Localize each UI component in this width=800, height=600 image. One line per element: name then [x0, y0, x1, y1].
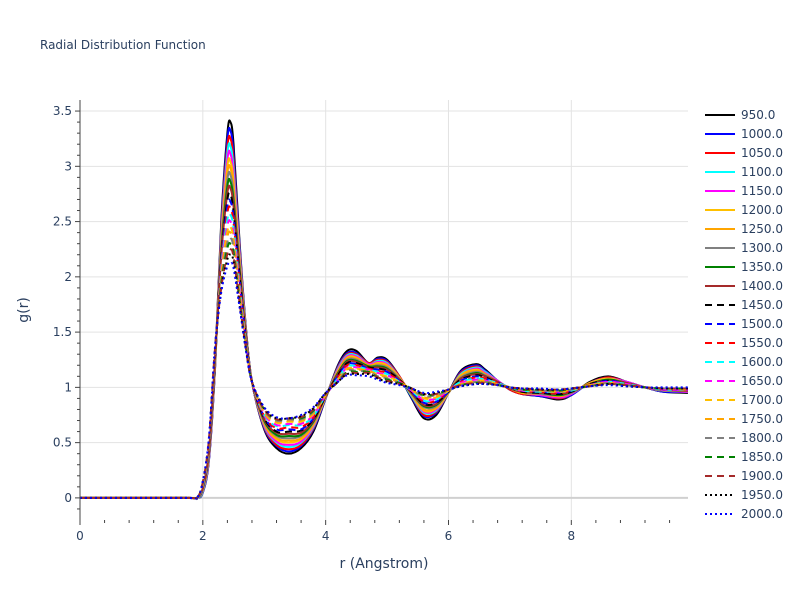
- legend-label: 1000.0: [741, 127, 783, 141]
- series-line-1050.0: [80, 134, 688, 500]
- legend-item-1200.0[interactable]: 1200.0: [705, 203, 783, 217]
- series-line-950.0: [80, 119, 688, 500]
- legend-label: 1100.0: [741, 165, 783, 179]
- legend-item-2000.0[interactable]: 2000.0: [705, 507, 783, 521]
- legend-item-1900.0[interactable]: 1900.0: [705, 469, 783, 483]
- series-layer: [80, 119, 688, 501]
- legend-item-1150.0[interactable]: 1150.0: [705, 184, 783, 198]
- legend-item-1850.0[interactable]: 1850.0: [705, 450, 783, 464]
- legend-item-1100.0[interactable]: 1100.0: [705, 165, 783, 179]
- legend-label: 1200.0: [741, 203, 783, 217]
- legend-item-1450.0[interactable]: 1450.0: [705, 298, 783, 312]
- legend-item-1950.0[interactable]: 1950.0: [705, 488, 783, 502]
- legend-item-1300.0[interactable]: 1300.0: [705, 241, 783, 255]
- legend-label: 1550.0: [741, 336, 783, 350]
- legend-item-1800.0[interactable]: 1800.0: [705, 431, 783, 445]
- series-line-1450.0: [80, 191, 688, 500]
- y-tick-label-3: 1.5: [53, 325, 72, 339]
- legend-label: 1800.0: [741, 431, 783, 445]
- legend-item-1400.0[interactable]: 1400.0: [705, 279, 783, 293]
- x-tick-label-4: 8: [567, 529, 575, 543]
- legend-item-1700.0[interactable]: 1700.0: [705, 393, 783, 407]
- legend-label: 950.0: [741, 108, 775, 122]
- y-axis-label: g(r): [16, 297, 32, 323]
- x-grid: [202, 100, 572, 520]
- y-tick-label-7: 3.5: [53, 104, 72, 118]
- y-axis-ticks: 0 0.5 1 1.5 2 2.5 3 3.5: [53, 104, 80, 510]
- x-tick-label-3: 6: [445, 529, 453, 543]
- y-tick-label-1: 0.5: [53, 436, 72, 450]
- series-line-1600.0: [80, 212, 688, 500]
- x-tick-label-2: 4: [322, 529, 330, 543]
- legend[interactable]: 950.0 1000.0 1050.0 1100.0 1150.0 1200.0 1250.…: [705, 108, 783, 521]
- legend-item-1500.0[interactable]: 1500.0: [705, 317, 783, 331]
- legend-item-950.0[interactable]: 950.0: [705, 108, 775, 122]
- x-axis-ticks: 0 2 4 6 8: [76, 520, 671, 543]
- legend-label: 1350.0: [741, 260, 783, 274]
- y-tick-label-6: 3: [64, 159, 72, 173]
- y-grid: [80, 110, 688, 499]
- series-line-1550.0: [80, 205, 688, 500]
- legend-label: 1850.0: [741, 450, 783, 464]
- legend-label: 1450.0: [741, 298, 783, 312]
- series-line-2000.0: [80, 261, 688, 501]
- series-line-1150.0: [80, 149, 688, 500]
- series-line-1300.0: [80, 170, 688, 500]
- x-tick-label-1: 2: [199, 529, 207, 543]
- legend-label: 1900.0: [741, 469, 783, 483]
- y-tick-label-2: 1: [64, 380, 72, 394]
- legend-item-1050.0[interactable]: 1050.0: [705, 146, 783, 160]
- series-line-1200.0: [80, 157, 688, 500]
- chart-title: Radial Distribution Function: [40, 38, 206, 52]
- y-tick-label-5: 2.5: [53, 215, 72, 229]
- legend-label: 1600.0: [741, 355, 783, 369]
- legend-label: 1950.0: [741, 488, 783, 502]
- series-line-1400.0: [80, 184, 688, 500]
- legend-label: 2000.0: [741, 507, 783, 521]
- y-tick-label-4: 2: [64, 270, 72, 284]
- legend-item-1650.0[interactable]: 1650.0: [705, 374, 783, 388]
- series-line-1700.0: [80, 224, 688, 500]
- legend-label: 1150.0: [741, 184, 783, 198]
- x-axis-label: r (Angstrom): [340, 556, 429, 572]
- series-line-1100.0: [80, 142, 688, 500]
- legend-item-1250.0[interactable]: 1250.0: [705, 222, 783, 236]
- legend-item-1350.0[interactable]: 1350.0: [705, 260, 783, 274]
- y-tick-label-0: 0: [64, 491, 72, 505]
- legend-item-1600.0[interactable]: 1600.0: [705, 355, 783, 369]
- legend-label: 1650.0: [741, 374, 783, 388]
- series-line-1750.0: [80, 230, 688, 500]
- legend-label: 1300.0: [741, 241, 783, 255]
- legend-label: 1750.0: [741, 412, 783, 426]
- legend-label: 1400.0: [741, 279, 783, 293]
- legend-label: 1700.0: [741, 393, 783, 407]
- series-line-1350.0: [80, 177, 688, 500]
- legend-item-1000.0[interactable]: 1000.0: [705, 127, 783, 141]
- legend-label: 1500.0: [741, 317, 783, 331]
- series-line-1500.0: [80, 198, 688, 500]
- x-tick-label-0: 0: [76, 529, 84, 543]
- legend-label: 1050.0: [741, 146, 783, 160]
- legend-item-1750.0[interactable]: 1750.0: [705, 412, 783, 426]
- legend-item-1550.0[interactable]: 1550.0: [705, 336, 783, 350]
- legend-label: 1250.0: [741, 222, 783, 236]
